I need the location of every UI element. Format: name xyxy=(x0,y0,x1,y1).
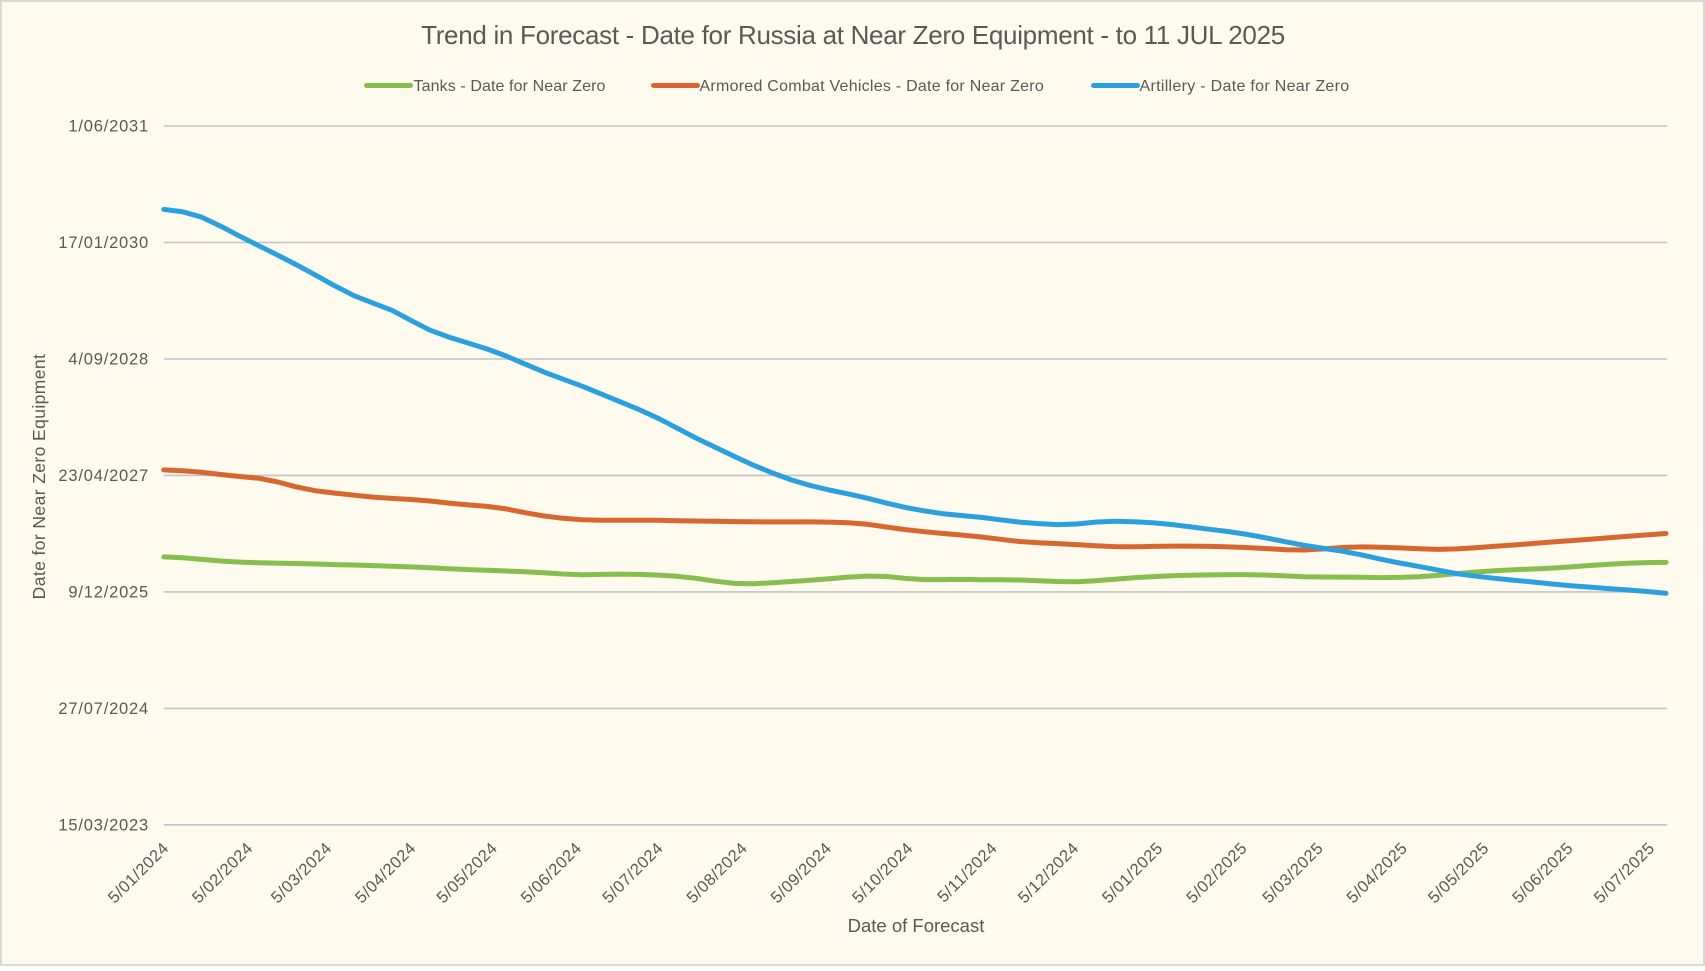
svg-text:Armored Combat Vehicles - Date: Armored Combat Vehicles - Date for Near … xyxy=(700,78,1044,95)
svg-text:27/07/2024: 27/07/2024 xyxy=(58,700,149,718)
svg-text:4/09/2028: 4/09/2028 xyxy=(68,351,149,369)
svg-text:15/03/2023: 15/03/2023 xyxy=(58,816,149,834)
svg-text:9/12/2025: 9/12/2025 xyxy=(68,583,149,601)
svg-text:Date of Forecast: Date of Forecast xyxy=(848,915,985,936)
svg-text:Trend in Forecast - Date for R: Trend in Forecast - Date for Russia at N… xyxy=(421,20,1285,50)
svg-text:Artillery - Date for Near Zero: Artillery - Date for Near Zero xyxy=(1140,78,1350,95)
svg-text:17/01/2030: 17/01/2030 xyxy=(58,234,149,252)
svg-text:23/04/2027: 23/04/2027 xyxy=(58,467,149,485)
svg-text:1/06/2031: 1/06/2031 xyxy=(68,118,149,136)
svg-text:Tanks - Date for Near Zero: Tanks - Date for Near Zero xyxy=(414,78,606,95)
svg-text:Date for Near Zero Equipment: Date for Near Zero Equipment xyxy=(29,354,49,600)
